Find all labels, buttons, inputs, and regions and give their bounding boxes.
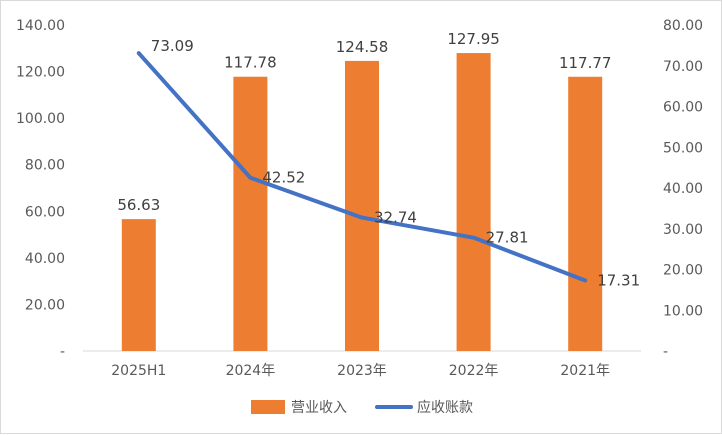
- revenue-bar: [345, 60, 379, 352]
- legend-label-receivables: 应收账款: [417, 399, 473, 416]
- left-y-tick-label: 100.00: [16, 111, 65, 127]
- left-y-tick-label: 40.00: [25, 251, 65, 267]
- x-tick-label: 2023年: [337, 363, 387, 379]
- x-tick-label: 2022年: [449, 363, 499, 379]
- bar-series-revenue: [121, 53, 603, 352]
- right-y-tick-label: -: [663, 344, 668, 360]
- receivables-point: [137, 51, 141, 55]
- revenue-data-label: 117.78: [224, 54, 277, 72]
- revenue-data-label: 117.77: [559, 54, 612, 72]
- x-tick-label: 2024年: [226, 363, 276, 379]
- right-y-tick-label: 50.00: [663, 140, 703, 156]
- right-y-axis: - 10.00 20.00 30.00 40.00 50.00 60.00 70.00 80.0…: [663, 18, 703, 360]
- right-y-tick-label: 80.00: [663, 18, 703, 34]
- left-y-tick-label: 120.00: [16, 65, 65, 81]
- line-data-labels: 73.09 42.52 32.74 27.81 17.31: [151, 37, 640, 289]
- receivables-point: [248, 176, 252, 180]
- revenue-data-label: 56.63: [117, 196, 160, 214]
- left-y-tick-label: 80.00: [25, 158, 65, 174]
- left-y-tick-label: 140.00: [16, 18, 65, 34]
- receivables-point: [360, 216, 364, 220]
- right-y-tick-label: 60.00: [663, 100, 703, 116]
- legend-label-revenue: 营业收入: [291, 400, 347, 416]
- left-y-tick-label: 20.00: [25, 297, 65, 313]
- receivables-point: [583, 278, 587, 282]
- right-y-tick-label: 30.00: [663, 222, 703, 238]
- legend: 营业收入 应收账款: [251, 399, 473, 416]
- right-y-tick-label: 20.00: [663, 263, 703, 279]
- legend-swatch-revenue: [251, 400, 285, 414]
- receivables-data-label: 73.09: [151, 37, 194, 55]
- revenue-bar: [568, 76, 603, 351]
- bar-data-labels: 56.63 117.78 124.58 127.95 117.77: [117, 30, 611, 214]
- revenue-data-label: 127.95: [447, 30, 500, 48]
- x-axis: 2025H1 2024年 2023年 2022年 2021年: [111, 363, 610, 379]
- revenue-bar: [121, 219, 156, 351]
- x-tick-label: 2025H1: [111, 363, 166, 379]
- line-series-receivables: [136, 51, 588, 283]
- left-y-tick-label: -: [60, 344, 65, 360]
- revenue-bar: [456, 53, 491, 351]
- receivables-data-label: 17.31: [597, 271, 640, 289]
- right-y-tick-label: 10.00: [663, 303, 703, 319]
- right-y-tick-label: 70.00: [663, 59, 703, 75]
- left-y-axis: - 20.00 40.00 60.00 80.00 100.00 120.00 140.00: [16, 18, 65, 360]
- x-tick-label: 2021年: [560, 363, 610, 379]
- revenue-bar: [233, 76, 268, 352]
- right-y-tick-label: 40.00: [663, 181, 703, 197]
- receivables-point: [472, 236, 476, 240]
- receivables-data-label: 27.81: [486, 229, 529, 247]
- left-y-tick-label: 60.00: [25, 204, 65, 220]
- revenue-data-label: 124.58: [336, 38, 389, 56]
- receivables-data-label: 32.74: [374, 209, 417, 227]
- receivables-data-label: 42.52: [262, 169, 305, 187]
